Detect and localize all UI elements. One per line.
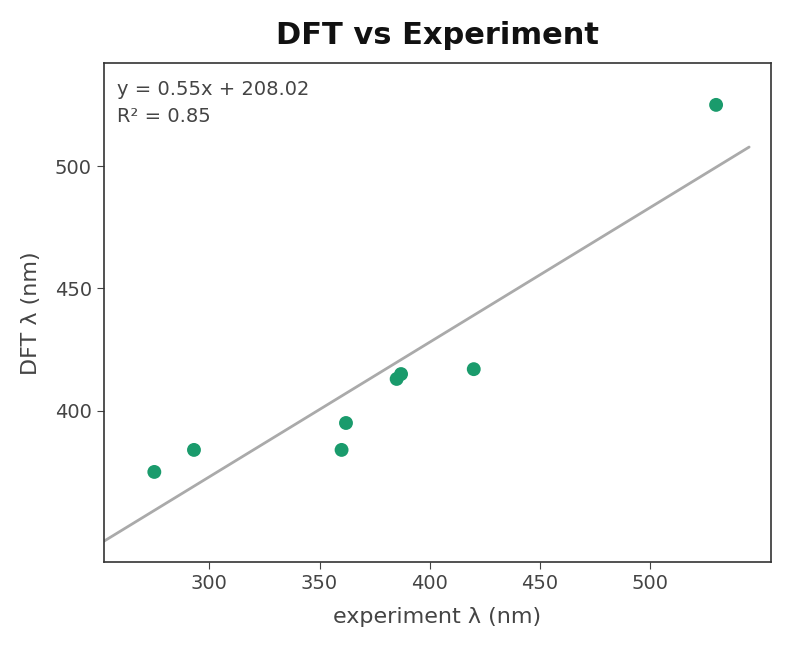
Point [467, 364, 480, 375]
Point [148, 467, 161, 477]
Point [188, 445, 200, 455]
Point [340, 418, 352, 428]
Point [390, 374, 403, 384]
Title: DFT vs Experiment: DFT vs Experiment [276, 21, 599, 50]
Point [335, 445, 348, 455]
Point [710, 100, 722, 110]
Point [394, 369, 407, 379]
Text: y = 0.55x + 208.02
R² = 0.85: y = 0.55x + 208.02 R² = 0.85 [117, 80, 309, 126]
Y-axis label: DFT λ (nm): DFT λ (nm) [21, 251, 41, 375]
X-axis label: experiment λ (nm): experiment λ (nm) [333, 607, 542, 627]
